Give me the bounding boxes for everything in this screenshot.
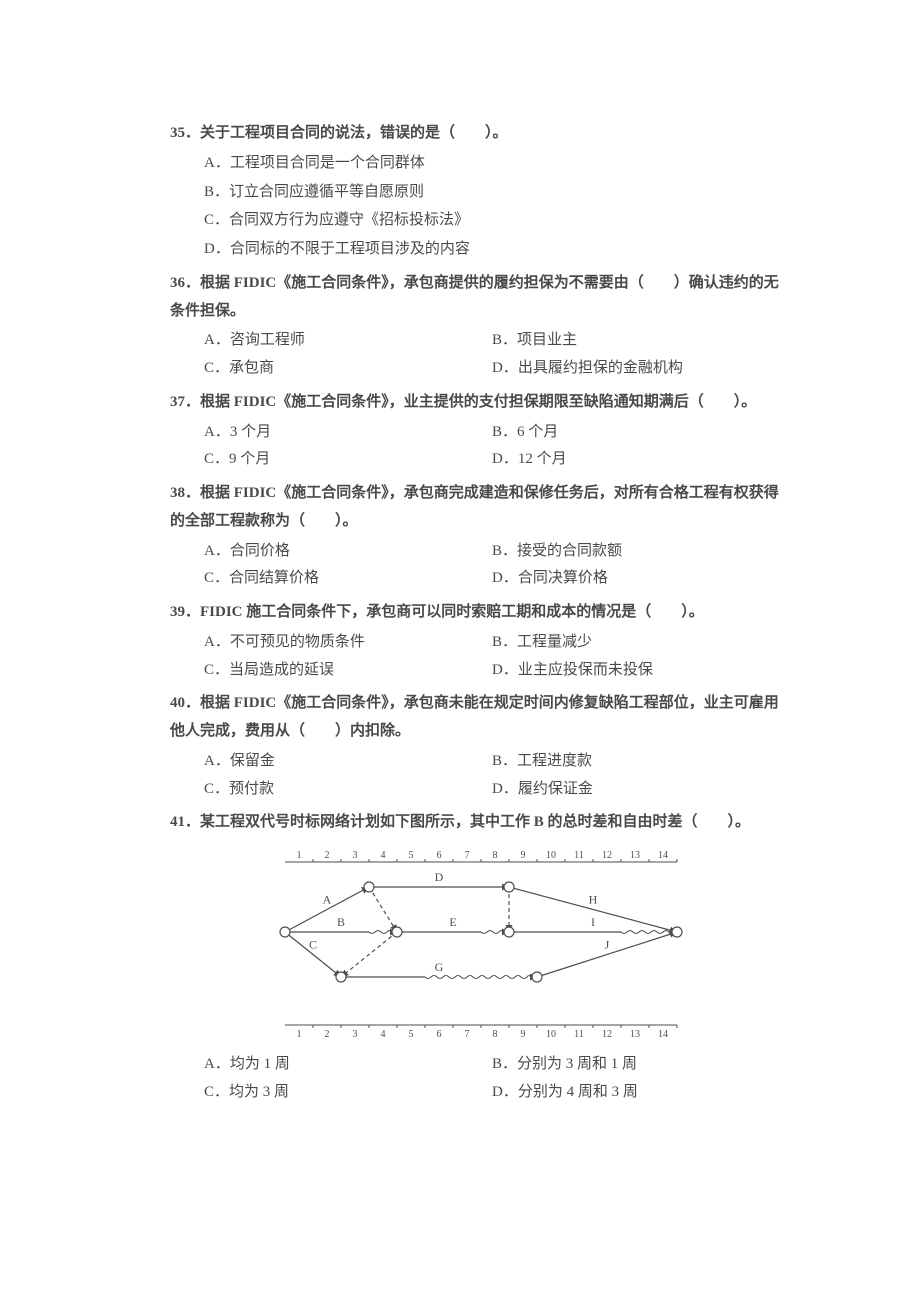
option-row: A．保留金B．工程进度款 xyxy=(170,748,780,776)
svg-text:10: 10 xyxy=(546,850,556,861)
option-row: C．合同结算价格D．合同决算价格 xyxy=(170,565,780,593)
question-40: 40．根据 FIDIC《施工合同条件》，承包商未能在规定时间内修复缺陷工程部位，… xyxy=(170,690,780,803)
svg-text:2: 2 xyxy=(325,850,330,861)
option-A: A．咨询工程师 xyxy=(204,327,492,355)
svg-text:（周）: （周） xyxy=(681,1028,685,1037)
option-row: C．均为 3 周D．分别为 4 周和 3 周 xyxy=(170,1079,780,1107)
svg-text:9: 9 xyxy=(521,1029,526,1037)
question-stem: 35．关于工程项目合同的说法，错误的是（ ）。 xyxy=(170,120,780,148)
option-B: B．分别为 3 周和 1 周 xyxy=(492,1051,780,1079)
option-A: A．合同价格 xyxy=(204,538,492,566)
option-B: B．工程进度款 xyxy=(492,748,780,776)
svg-text:5: 5 xyxy=(409,850,414,861)
question-stem: 39．FIDIC 施工合同条件下，承包商可以同时索赔工期和成本的情况是（ ）。 xyxy=(170,599,780,627)
svg-text:6: 6 xyxy=(437,850,442,861)
option-row: C．预付款D．履约保证金 xyxy=(170,776,780,804)
option-B: B．项目业主 xyxy=(492,327,780,355)
svg-text:2: 2 xyxy=(325,1029,330,1037)
svg-text:8: 8 xyxy=(493,1029,498,1037)
option-row: C．9 个月D．12 个月 xyxy=(170,446,780,474)
option-A: A．工程项目合同是一个合同群体 xyxy=(170,150,780,178)
question-39: 39．FIDIC 施工合同条件下，承包商可以同时索赔工期和成本的情况是（ ）。A… xyxy=(170,599,780,684)
svg-text:A: A xyxy=(323,893,332,907)
question-stem: 37．根据 FIDIC《施工合同条件》，业主提供的支付担保期限至缺陷通知期满后（… xyxy=(170,389,780,417)
option-D: D．12 个月 xyxy=(492,446,780,474)
option-D: D．履约保证金 xyxy=(492,776,780,804)
svg-text:12: 12 xyxy=(602,850,612,861)
option-D: D．业主应投保而未投保 xyxy=(492,657,780,685)
option-row: C．承包商D．出具履约担保的金融机构 xyxy=(170,355,780,383)
option-row: A．合同价格B．接受的合同款额 xyxy=(170,538,780,566)
svg-text:3: 3 xyxy=(353,850,358,861)
option-row: A．不可预见的物质条件B．工程量减少 xyxy=(170,629,780,657)
option-C: C．预付款 xyxy=(204,776,492,804)
svg-text:B: B xyxy=(337,915,345,929)
question-38: 38．根据 FIDIC《施工合同条件》，承包商完成建造和保修任务后，对所有合格工… xyxy=(170,480,780,593)
svg-text:E: E xyxy=(449,915,456,929)
option-row: C．当局造成的延误D．业主应投保而未投保 xyxy=(170,657,780,685)
option-D: D．合同决算价格 xyxy=(492,565,780,593)
question-37: 37．根据 FIDIC《施工合同条件》，业主提供的支付担保期限至缺陷通知期满后（… xyxy=(170,389,780,474)
question-35: 35．关于工程项目合同的说法，错误的是（ ）。A．工程项目合同是一个合同群体B．… xyxy=(170,120,780,264)
svg-text:11: 11 xyxy=(574,1029,584,1037)
svg-text:7: 7 xyxy=(465,1029,470,1037)
option-B: B．订立合同应遵循平等自愿原则 xyxy=(170,179,780,207)
option-B: B．工程量减少 xyxy=(492,629,780,657)
option-A: A．不可预见的物质条件 xyxy=(204,629,492,657)
svg-text:3: 3 xyxy=(353,1029,358,1037)
svg-text:G: G xyxy=(435,960,444,974)
svg-text:1: 1 xyxy=(297,1029,302,1037)
svg-text:D: D xyxy=(435,870,444,884)
svg-text:10: 10 xyxy=(546,1029,556,1037)
option-row: A．均为 1 周B．分别为 3 周和 1 周 xyxy=(170,1051,780,1079)
svg-text:11: 11 xyxy=(574,850,584,861)
svg-text:14: 14 xyxy=(658,1029,668,1037)
question-41: 41．某工程双代号时标网络计划如下图所示，其中工作 B 的总时差和自由时差（ ）… xyxy=(170,809,780,1106)
svg-text:9: 9 xyxy=(521,850,526,861)
option-B: B．接受的合同款额 xyxy=(492,538,780,566)
option-C: C．合同双方行为应遵守《招标投标法》 xyxy=(170,207,780,235)
option-C: C．9 个月 xyxy=(204,446,492,474)
svg-text:5: 5 xyxy=(409,1029,414,1037)
svg-text:J: J xyxy=(605,938,610,952)
svg-text:1: 1 xyxy=(297,850,302,861)
option-D: D．出具履约担保的金融机构 xyxy=(492,355,780,383)
svg-text:8: 8 xyxy=(493,850,498,861)
svg-text:4: 4 xyxy=(381,1029,386,1037)
option-row: A．咨询工程师B．项目业主 xyxy=(170,327,780,355)
question-stem: 38．根据 FIDIC《施工合同条件》，承包商完成建造和保修任务后，对所有合格工… xyxy=(170,480,780,536)
option-row: A．3 个月B．6 个月 xyxy=(170,419,780,447)
question-stem: 41．某工程双代号时标网络计划如下图所示，其中工作 B 的总时差和自由时差（ ）… xyxy=(170,809,780,837)
exam-questions: 35．关于工程项目合同的说法，错误的是（ ）。A．工程项目合同是一个合同群体B．… xyxy=(170,120,780,1107)
question-stem: 36．根据 FIDIC《施工合同条件》，承包商提供的履约担保为不需要由（ ）确认… xyxy=(170,270,780,326)
svg-text:13: 13 xyxy=(630,850,640,861)
option-C: C．合同结算价格 xyxy=(204,565,492,593)
svg-text:（周）: （周） xyxy=(681,849,685,861)
option-D: D．合同标的不限于工程项目涉及的内容 xyxy=(170,236,780,264)
svg-text:H: H xyxy=(589,893,598,907)
svg-text:4: 4 xyxy=(381,850,386,861)
option-A: A．均为 1 周 xyxy=(204,1051,492,1079)
option-A: A．3 个月 xyxy=(204,419,492,447)
question-stem: 40．根据 FIDIC《施工合同条件》，承包商未能在规定时间内修复缺陷工程部位，… xyxy=(170,690,780,746)
network-diagram: 1234567891011121314（周）123456789101112131… xyxy=(255,847,695,1037)
svg-text:6: 6 xyxy=(437,1029,442,1037)
svg-text:7: 7 xyxy=(465,850,470,861)
option-C: C．均为 3 周 xyxy=(204,1079,492,1107)
svg-text:13: 13 xyxy=(630,1029,640,1037)
option-C: C．当局造成的延误 xyxy=(204,657,492,685)
svg-text:C: C xyxy=(309,938,317,952)
svg-text:12: 12 xyxy=(602,1029,612,1037)
svg-text:14: 14 xyxy=(658,850,668,861)
option-B: B．6 个月 xyxy=(492,419,780,447)
question-36: 36．根据 FIDIC《施工合同条件》，承包商提供的履约担保为不需要由（ ）确认… xyxy=(170,270,780,383)
svg-text:I: I xyxy=(591,915,595,929)
option-C: C．承包商 xyxy=(204,355,492,383)
option-D: D．分别为 4 周和 3 周 xyxy=(492,1079,780,1107)
option-A: A．保留金 xyxy=(204,748,492,776)
